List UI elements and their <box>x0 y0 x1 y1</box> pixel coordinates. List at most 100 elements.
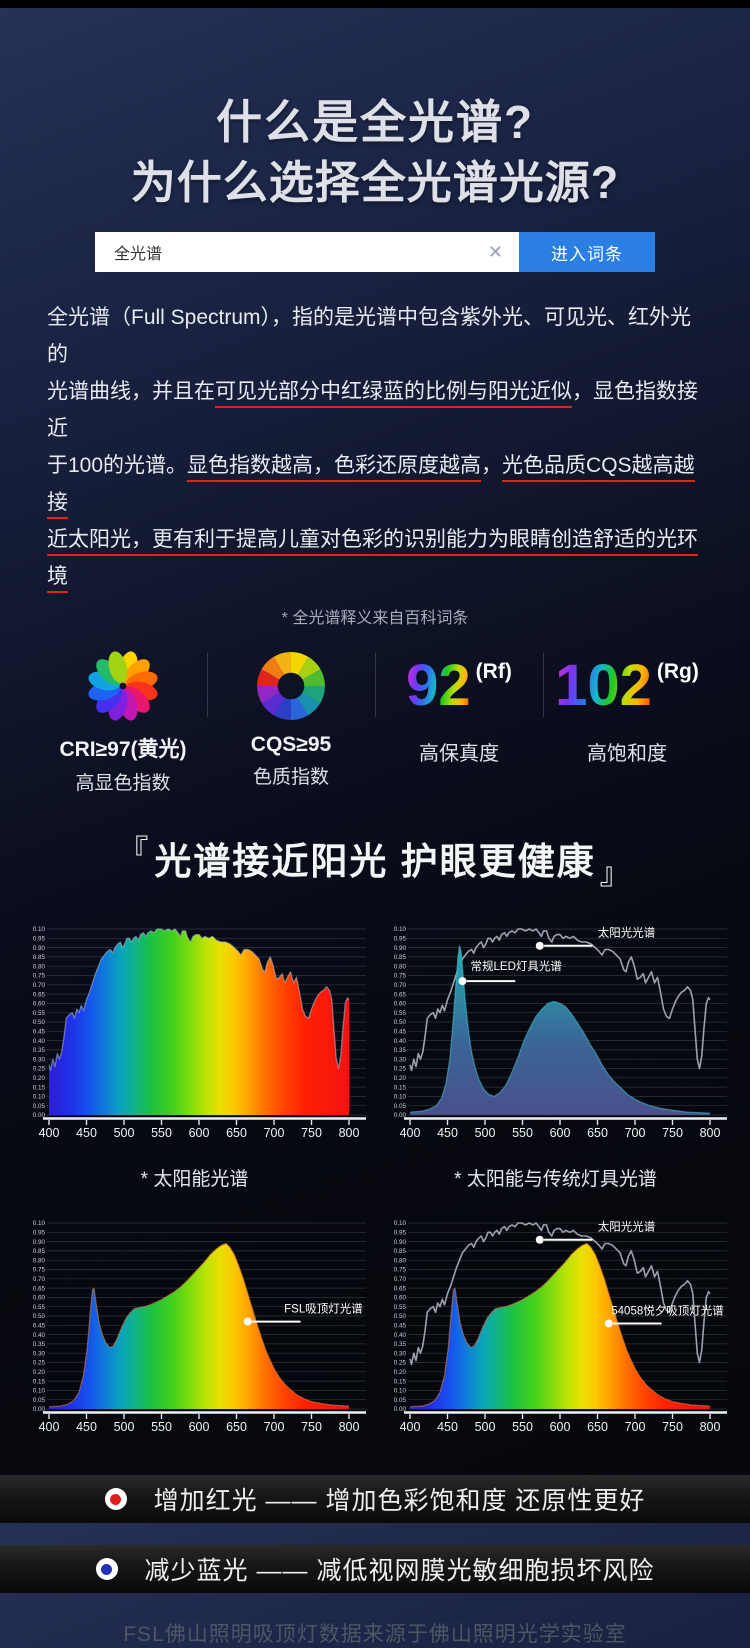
svg-text:0.20: 0.20 <box>394 1369 407 1376</box>
svg-text:0.50: 0.50 <box>33 1019 46 1026</box>
feature-cqs-value: CQS≥95 <box>250 733 332 757</box>
svg-text:400: 400 <box>400 1420 421 1434</box>
rainbow-flower-icon <box>39 647 207 725</box>
svg-text:0.70: 0.70 <box>394 982 407 989</box>
rg-unit: (Rg) <box>656 660 699 684</box>
feature-row: CRI≥97(黄光) 高显色指数 CQS≥95 色质指数 92 (Rf) 高保真… <box>39 645 711 795</box>
svg-text:0.65: 0.65 <box>394 1285 407 1292</box>
svg-text:0.15: 0.15 <box>394 1378 407 1385</box>
section-title-text: 光谱接近阳光 护眼更健康 <box>154 841 596 883</box>
svg-text:0.35: 0.35 <box>33 1047 46 1054</box>
svg-text:0.05: 0.05 <box>394 1397 407 1404</box>
svg-text:0.30: 0.30 <box>33 1351 46 1358</box>
chart-caption-solar: * 太阳能光谱 <box>140 1169 249 1191</box>
svg-text:0.60: 0.60 <box>33 1295 46 1302</box>
svg-text:600: 600 <box>550 1420 571 1434</box>
svg-text:0.95: 0.95 <box>394 936 407 943</box>
rg-value: 102 <box>555 653 652 719</box>
svg-text:0.55: 0.55 <box>33 1304 46 1311</box>
definition-source-note: * 全光谱释义来自百科词条 <box>281 610 469 628</box>
svg-text:0.05: 0.05 <box>394 1103 407 1110</box>
svg-text:0.90: 0.90 <box>394 1239 407 1246</box>
rf-unit: (Rf) <box>475 660 512 684</box>
svg-text:700: 700 <box>625 1126 646 1140</box>
svg-text:0.35: 0.35 <box>394 1341 407 1348</box>
svg-text:太阳光光谱: 太阳光光谱 <box>598 1220 656 1234</box>
search-field[interactable]: ✕ <box>95 232 519 273</box>
svg-text:0.75: 0.75 <box>394 1267 407 1274</box>
top-black-strip <box>0 0 750 8</box>
svg-text:0.35: 0.35 <box>394 1047 407 1054</box>
svg-text:0.20: 0.20 <box>33 1369 46 1376</box>
svg-text:0.90: 0.90 <box>394 945 407 952</box>
svg-text:800: 800 <box>700 1420 721 1434</box>
section-title: 『光谱接近阳光 护眼更健康』 <box>0 831 750 891</box>
feature-rf: 92 (Rf) 高保真度 <box>375 645 543 795</box>
svg-text:700: 700 <box>264 1126 285 1140</box>
svg-text:750: 750 <box>301 1126 322 1140</box>
svg-text:0.00: 0.00 <box>33 1406 46 1413</box>
svg-text:0.65: 0.65 <box>33 991 46 998</box>
svg-text:0.10: 0.10 <box>33 1094 46 1101</box>
rf-value: 92 <box>406 653 471 719</box>
svg-text:0.85: 0.85 <box>394 954 407 961</box>
svg-text:0.10: 0.10 <box>33 1220 46 1227</box>
svg-text:0.50: 0.50 <box>394 1313 407 1320</box>
svg-text:600: 600 <box>189 1126 210 1140</box>
svg-text:550: 550 <box>151 1126 172 1140</box>
svg-text:0.65: 0.65 <box>394 991 407 998</box>
close-bracket: 』 <box>599 858 632 892</box>
open-bracket: 『 <box>118 835 151 869</box>
data-source-footnote: FSL佛山照明吸顶灯数据来源于佛山照明光学实验室 <box>123 1623 627 1647</box>
feature-cri-value: CRI≥97(黄光) <box>59 738 187 762</box>
svg-text:700: 700 <box>264 1420 285 1434</box>
svg-text:0.35: 0.35 <box>33 1341 46 1348</box>
svg-text:0.00: 0.00 <box>33 1112 46 1119</box>
svg-text:650: 650 <box>226 1420 247 1434</box>
svg-text:0.45: 0.45 <box>33 1029 46 1036</box>
svg-text:0.00: 0.00 <box>394 1406 407 1413</box>
svg-text:800: 800 <box>339 1420 360 1434</box>
svg-text:800: 800 <box>339 1126 360 1140</box>
svg-text:0.85: 0.85 <box>33 954 46 961</box>
svg-text:0.10: 0.10 <box>394 1094 407 1101</box>
page-title: 什么是全光谱? 为什么选择全光谱光源? <box>0 92 750 212</box>
svg-text:400: 400 <box>400 1126 421 1140</box>
color-wheel-icon <box>207 647 375 725</box>
page-title-line2: 为什么选择全光谱光源? <box>130 156 620 208</box>
svg-text:0.90: 0.90 <box>33 945 46 952</box>
definition-line: 全光谱（Full Spectrum），指的是光谱中包含紫外光、可见光、红外光的 <box>47 306 692 367</box>
svg-text:0.55: 0.55 <box>394 1010 407 1017</box>
search-bar: ✕ 进入词条 <box>95 232 655 273</box>
definition-line: 近太阳光，更有利于提高儿童对色彩的识别能力为眼睛创造舒适的光环境 <box>47 521 703 595</box>
svg-text:0.65: 0.65 <box>33 1285 46 1292</box>
svg-text:550: 550 <box>512 1126 533 1140</box>
svg-text:0.45: 0.45 <box>394 1323 407 1330</box>
svg-text:0.85: 0.85 <box>394 1248 407 1255</box>
svg-text:450: 450 <box>76 1126 97 1140</box>
svg-text:54058悦夕吸顶灯光谱: 54058悦夕吸顶灯光谱 <box>611 1304 724 1318</box>
svg-text:550: 550 <box>151 1420 172 1434</box>
search-input[interactable] <box>114 243 486 262</box>
svg-text:0.60: 0.60 <box>394 1295 407 1302</box>
svg-text:500: 500 <box>475 1420 496 1434</box>
svg-text:0.50: 0.50 <box>394 1019 407 1026</box>
svg-text:0.95: 0.95 <box>33 1230 46 1237</box>
svg-text:450: 450 <box>437 1420 458 1434</box>
svg-text:0.10: 0.10 <box>394 1388 407 1395</box>
svg-text:450: 450 <box>76 1420 97 1434</box>
chart-caption-solar-vs-led: * 太阳能与传统灯具光谱 <box>454 1169 657 1191</box>
feature-cqs: CQS≥95 色质指数 <box>207 645 375 795</box>
feature-cri-label: 高显色指数 <box>75 773 171 795</box>
svg-text:0.00: 0.00 <box>394 1112 407 1119</box>
enter-entry-button[interactable]: 进入词条 <box>519 232 655 273</box>
svg-text:0.55: 0.55 <box>33 1010 46 1017</box>
svg-text:0.15: 0.15 <box>394 1084 407 1091</box>
page-title-line1: 什么是全光谱? <box>215 96 535 148</box>
svg-text:0.80: 0.80 <box>33 964 46 971</box>
svg-text:0.10: 0.10 <box>394 926 407 933</box>
svg-text:0.15: 0.15 <box>33 1378 46 1385</box>
svg-text:0.55: 0.55 <box>394 1304 407 1311</box>
svg-text:800: 800 <box>700 1126 721 1140</box>
close-icon[interactable]: ✕ <box>487 242 503 263</box>
